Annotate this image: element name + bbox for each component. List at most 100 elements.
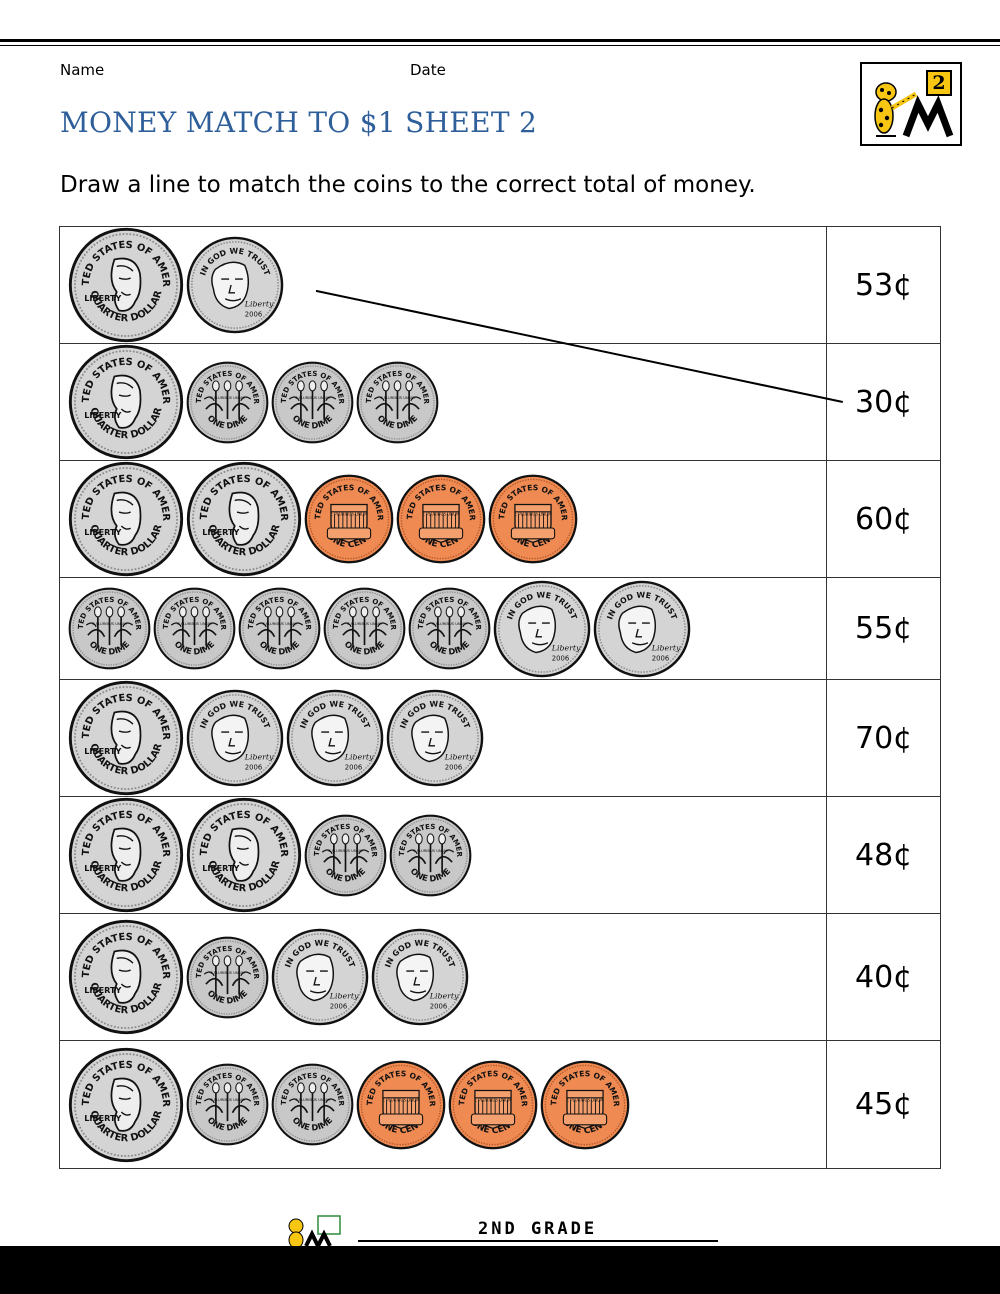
coin-group: UNITED STATES OF AMERICAQUARTER DOLLARLI… (58, 796, 828, 914)
footer-logo-icon (288, 1215, 341, 1251)
logo-grade-number: 2 (926, 70, 952, 96)
coin-group: UNITED STATES OF AMERICAQUARTER DOLLARLI… (58, 1040, 828, 1169)
svg-text:E PLURIBUS UNUM: E PLURIBUS UNUM (422, 511, 460, 516)
footer-logo (284, 1214, 344, 1251)
svg-text:LIBERTY: LIBERTY (84, 410, 121, 420)
svg-text:Liberty: Liberty (244, 300, 274, 309)
amount-label[interactable]: 30¢ (826, 343, 941, 461)
svg-text:E PLURIBUS UNUM: E PLURIBUS UNUM (210, 1098, 244, 1102)
svg-text:Liberty: Liberty (429, 992, 459, 1001)
footer-grade-text: 2ND GRADE (478, 1219, 598, 1239)
penny-coin-icon: UNITED STATES OF AMERICAONE CENTE PLURIB… (540, 1060, 630, 1149)
svg-text:E PLURIBUS UNUM: E PLURIBUS UNUM (413, 849, 447, 853)
amount-label[interactable]: 48¢ (826, 796, 941, 914)
svg-text:E PLURIBUS UNUM: E PLURIBUS UNUM (328, 849, 362, 853)
svg-text:E PLURIBUS UNUM: E PLURIBUS UNUM (210, 396, 244, 400)
match-row: UNITED STATES OF AMERICAQUARTER DOLLARLI… (58, 913, 941, 1041)
quarter-coin-icon: UNITED STATES OF AMERICAQUARTER DOLLARLI… (68, 461, 184, 577)
amount-label[interactable]: 40¢ (826, 913, 941, 1041)
match-row: UNITED STATES OF AMERICAQUARTER DOLLARLI… (58, 679, 941, 797)
svg-text:LIBERTY: LIBERTY (84, 863, 121, 873)
quarter-coin-icon: UNITED STATES OF AMERICAQUARTER DOLLARLI… (186, 797, 302, 913)
quarter-coin-icon: UNITED STATES OF AMERICAQUARTER DOLLARLI… (186, 461, 302, 577)
svg-text:E PLURIBUS UNUM: E PLURIBUS UNUM (380, 396, 414, 400)
svg-text:E PLURIBUS UNUM: E PLURIBUS UNUM (566, 1097, 604, 1102)
date-label: Date (410, 61, 446, 79)
match-row: UNITED STATES OF AMERICAQUARTER DOLLARLI… (58, 226, 941, 344)
coin-group: UNITED STATES OF AMERICAQUARTER DOLLARLI… (58, 913, 828, 1041)
amount-label[interactable]: 70¢ (826, 679, 941, 797)
svg-text:2006: 2006 (245, 310, 262, 318)
svg-text:LIBERTY: LIBERTY (84, 985, 121, 995)
instructions: Draw a line to match the coins to the co… (60, 172, 756, 198)
amount-label[interactable]: 55¢ (826, 577, 941, 680)
svg-text:Liberty: Liberty (344, 753, 374, 762)
match-row: UNITED STATES OF AMERICAQUARTER DOLLARLI… (58, 796, 941, 914)
amount-label[interactable]: 60¢ (826, 460, 941, 578)
coin-group: UNITED STATES OF AMERICAQUARTER DOLLARLI… (58, 343, 828, 461)
svg-text:Liberty: Liberty (244, 753, 274, 762)
footer-rule (358, 1240, 718, 1242)
svg-text:2006: 2006 (345, 763, 362, 771)
svg-text:E PLURIBUS UNUM: E PLURIBUS UNUM (210, 971, 244, 975)
svg-text:LIBERTY: LIBERTY (202, 863, 239, 873)
svg-text:Liberty: Liberty (651, 643, 681, 652)
quarter-coin-icon: UNITED STATES OF AMERICAQUARTER DOLLARLI… (68, 1047, 184, 1162)
amount-label[interactable]: 45¢ (826, 1040, 941, 1169)
coin-group: UNITED STATES OF AMERICAQUARTER DOLLARLI… (58, 679, 828, 797)
penny-coin-icon: UNITED STATES OF AMERICAONE CENTE PLURIB… (356, 1060, 446, 1149)
top-rule-thin (0, 45, 1000, 46)
svg-text:LIBERTY: LIBERTY (84, 1113, 121, 1123)
quarter-coin-icon: UNITED STATES OF AMERICAQUARTER DOLLARLI… (68, 919, 184, 1035)
svg-text:E PLURIBUS UNUM: E PLURIBUS UNUM (474, 1097, 512, 1102)
svg-text:2006: 2006 (445, 763, 462, 771)
svg-text:LIBERTY: LIBERTY (84, 293, 121, 303)
site-logo: 2 (860, 62, 962, 146)
quarter-coin-icon: UNITED STATES OF AMERICAQUARTER DOLLARLI… (68, 797, 184, 913)
logo-graphic-icon (874, 82, 954, 138)
penny-coin-icon: UNITED STATES OF AMERICAONE CENTE PLURIB… (396, 474, 486, 564)
quarter-coin-icon: UNITED STATES OF AMERICAQUARTER DOLLARLI… (68, 227, 184, 343)
svg-text:Liberty: Liberty (551, 643, 581, 652)
svg-text:LIBERTY: LIBERTY (84, 746, 121, 756)
svg-text:E PLURIBUS UNUM: E PLURIBUS UNUM (347, 622, 381, 626)
svg-text:LIBERTY: LIBERTY (84, 527, 121, 537)
svg-text:2006: 2006 (245, 763, 262, 771)
penny-coin-icon: UNITED STATES OF AMERICAONE CENTE PLURIB… (448, 1060, 538, 1149)
footer-bar (0, 1246, 1000, 1294)
match-row: UNITED STATES OF AMERICAQUARTER DOLLARLI… (58, 343, 941, 461)
svg-text:E PLURIBUS UNUM: E PLURIBUS UNUM (92, 622, 126, 626)
page-title: MONEY MATCH TO $1 SHEET 2 (60, 106, 538, 139)
svg-text:2006: 2006 (430, 1002, 447, 1010)
amount-label[interactable]: 53¢ (826, 226, 941, 344)
name-label: Name (60, 61, 105, 79)
svg-text:2006: 2006 (330, 1002, 347, 1010)
svg-text:E PLURIBUS UNUM: E PLURIBUS UNUM (177, 622, 211, 626)
svg-text:E PLURIBUS UNUM: E PLURIBUS UNUM (295, 396, 329, 400)
coin-group: UNITED STATES OF AMERICAQUARTER DOLLARLI… (58, 226, 828, 344)
svg-text:E PLURIBUS UNUM: E PLURIBUS UNUM (262, 622, 296, 626)
penny-coin-icon: UNITED STATES OF AMERICAONE CENTE PLURIB… (304, 474, 394, 564)
top-rule (0, 39, 1000, 42)
svg-text:E PLURIBUS UNUM: E PLURIBUS UNUM (330, 511, 368, 516)
match-table: UNITED STATES OF AMERICAQUARTER DOLLARLI… (58, 226, 941, 1169)
svg-text:Liberty: Liberty (329, 992, 359, 1001)
